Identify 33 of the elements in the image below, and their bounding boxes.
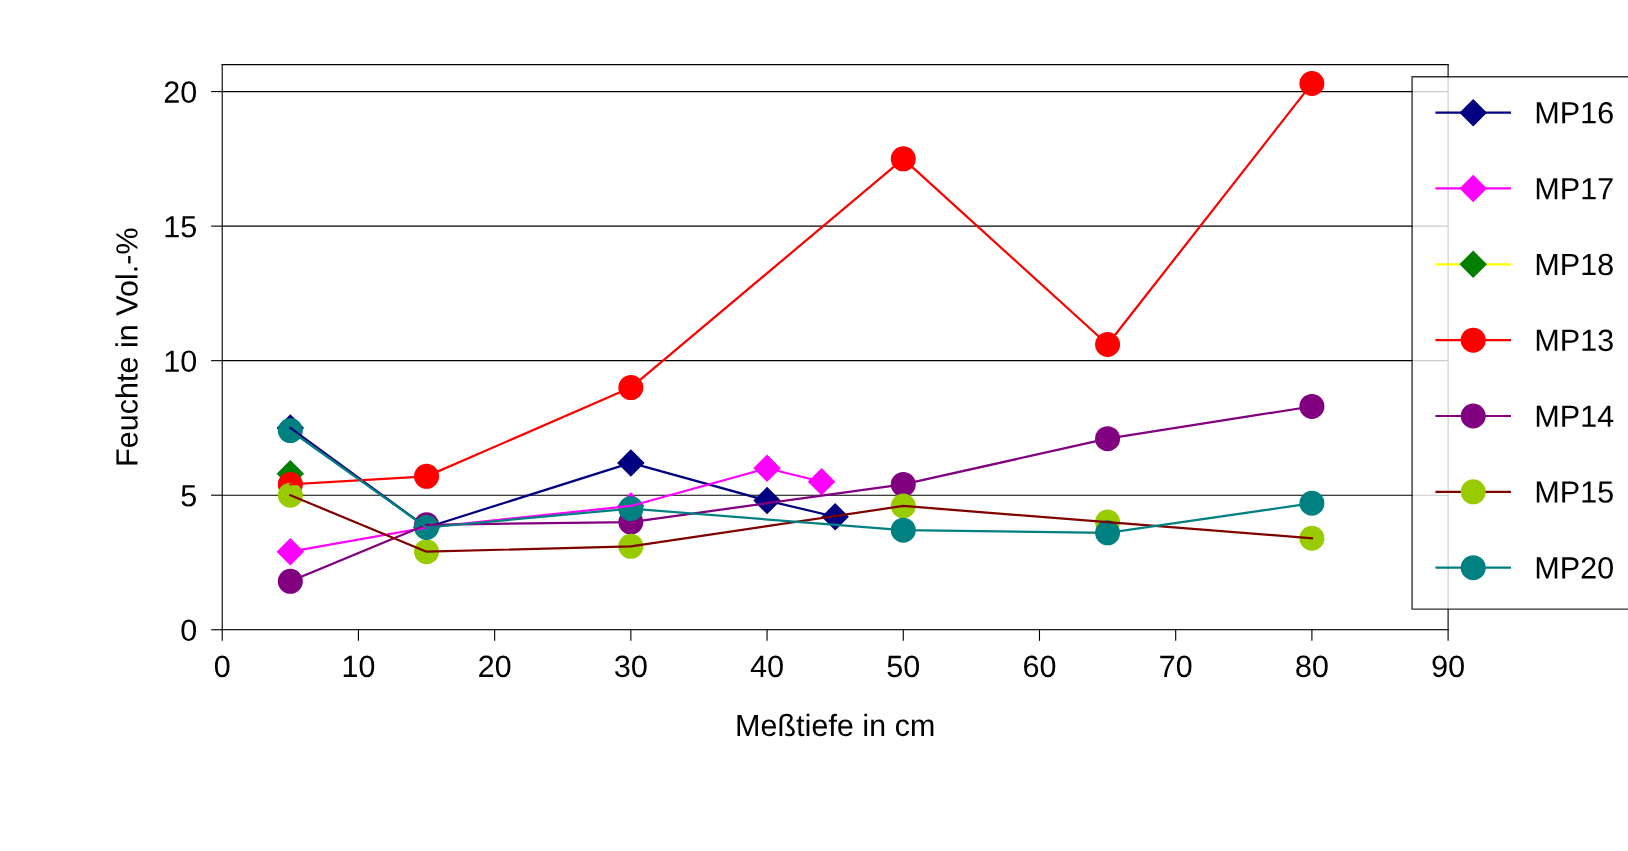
y-tick-label: 20 [164, 81, 197, 103]
y-tick-label: 0 [181, 619, 197, 642]
point [808, 468, 836, 496]
point [276, 538, 304, 566]
y-tick-label: 15 [165, 216, 196, 238]
x-tick-label: 30 [615, 655, 647, 678]
y-tick-label: 10 [165, 350, 197, 373]
x-axis-title: Meßtiefe in cm [737, 713, 934, 737]
x-tick-label: 10 [343, 655, 375, 678]
x-tick-label: 90 [1432, 655, 1464, 678]
x-tick-label: 40 [750, 655, 783, 678]
point [1299, 71, 1325, 97]
x-tick-label: 70 [1160, 655, 1192, 678]
legend-label: MP16 [1536, 101, 1613, 124]
point [890, 517, 916, 543]
point [1299, 393, 1325, 419]
legend-label: MP13 [1536, 329, 1613, 352]
x-tick-label: 60 [1024, 655, 1056, 678]
point [277, 482, 303, 508]
x-tick-label: 80 [1296, 655, 1328, 678]
y-axis-title: Feuchte in Vol.-% [115, 228, 138, 465]
point [1299, 525, 1325, 551]
point [277, 568, 303, 594]
x-tick-label: 20 [479, 655, 511, 678]
legend-label: MP14 [1536, 405, 1614, 427]
x-tick-label: 0 [214, 655, 230, 678]
legend-label: MP17 [1536, 178, 1613, 200]
legend-label: MP18 [1536, 253, 1613, 276]
legend-label: MP20 [1536, 557, 1613, 579]
y-tick-label: 5 [181, 485, 196, 507]
x-tick-label: 50 [887, 655, 920, 678]
point [1299, 490, 1325, 516]
legend-label: MP15 [1536, 481, 1613, 503]
